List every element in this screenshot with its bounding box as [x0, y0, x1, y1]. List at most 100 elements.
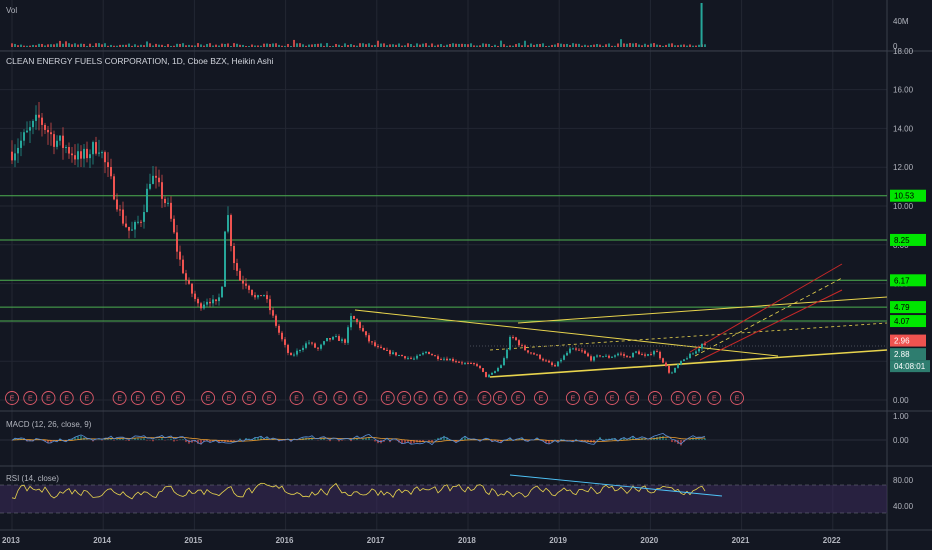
volume-bar	[167, 44, 169, 47]
volume-bar	[182, 43, 184, 47]
candle-body	[608, 355, 610, 358]
earnings-marker-label: E	[589, 396, 594, 403]
earnings-marker-label: E	[267, 396, 272, 403]
candle-body	[530, 352, 532, 354]
candle-body	[233, 245, 235, 264]
earnings-marker	[648, 391, 662, 405]
macd-histogram-bar	[308, 438, 310, 440]
volume-bar	[191, 45, 193, 47]
volume-bar	[551, 44, 553, 47]
volume-bar	[101, 44, 103, 47]
rsi-band	[0, 485, 887, 513]
volume-bar	[680, 44, 682, 47]
earnings-marker-label: E	[539, 396, 544, 403]
volume-bar	[419, 44, 421, 47]
candle-body	[47, 129, 49, 133]
candle-body	[230, 215, 232, 246]
price-tag-bg	[890, 360, 930, 373]
volume-bar	[674, 45, 676, 47]
trend-lines	[354, 263, 888, 378]
candle-body	[557, 361, 559, 367]
volume-bar	[488, 43, 490, 47]
candle-body	[464, 362, 466, 364]
candle-body	[353, 316, 355, 319]
earnings-marker	[333, 391, 348, 405]
candle-body	[128, 226, 130, 231]
candle-body	[200, 303, 202, 309]
macd-histogram-bar	[14, 438, 16, 440]
time-axis-tick: 2016	[276, 536, 294, 545]
volume-bar	[491, 45, 493, 47]
earnings-marker-label: E	[402, 396, 407, 403]
macd-histogram-bar	[422, 440, 424, 442]
macd-label: MACD (12, 26, close, 9)	[6, 420, 92, 429]
macd-histogram-bar	[44, 440, 46, 442]
candle-body	[605, 355, 607, 357]
volume-bar	[119, 44, 121, 47]
volume-bar	[131, 45, 133, 47]
candle-body	[410, 357, 412, 359]
macd-histogram-bar	[665, 438, 667, 440]
macd-histogram-bar	[116, 439, 118, 440]
macd-histogram-bar	[155, 439, 157, 440]
earnings-marker-label: E	[136, 396, 141, 403]
volume-bar	[188, 44, 190, 47]
volume-bar	[497, 45, 499, 47]
macd-histogram-bar	[401, 440, 403, 444]
volume-bar	[392, 44, 394, 47]
volume-bar	[596, 44, 598, 47]
volume-bar	[704, 44, 706, 47]
volume-bar	[605, 44, 607, 47]
volume-bar	[563, 44, 565, 47]
earnings-marker	[242, 391, 257, 405]
candle-body	[452, 358, 454, 362]
candle-body	[257, 295, 259, 298]
volume-bar	[266, 43, 268, 47]
earnings-marker	[730, 391, 744, 405]
macd-histogram-bar	[320, 438, 322, 440]
volume-bar	[398, 43, 400, 47]
earnings-marker-label: E	[227, 396, 232, 403]
earnings-marker	[605, 391, 620, 405]
macd-histogram-bar	[500, 440, 502, 443]
volume-bar	[149, 43, 151, 47]
earnings-marker	[625, 391, 640, 405]
macd-histogram-bar	[689, 438, 691, 440]
volume-bar	[362, 43, 364, 47]
volume-bar	[464, 44, 466, 47]
volume-bar	[341, 45, 343, 47]
macd-histogram-bar	[632, 436, 634, 440]
macd-histogram-bar	[485, 438, 487, 440]
earnings-marker	[584, 391, 599, 405]
candle-body	[584, 350, 586, 354]
earnings-marker-label: E	[418, 396, 423, 403]
macd-histogram-bar	[104, 439, 106, 440]
price-tag-label: 2.96	[894, 337, 910, 346]
macd-histogram-bar	[209, 440, 211, 443]
candle-body	[161, 182, 163, 199]
earnings-marker	[477, 391, 492, 405]
macd-histogram-bar	[605, 438, 607, 440]
volume-bar	[668, 43, 670, 47]
macd-histogram-bar	[545, 440, 547, 443]
volume-bar	[368, 43, 370, 47]
candle-body	[461, 362, 463, 364]
earnings-marker-label: E	[571, 396, 576, 403]
candle-body	[302, 347, 304, 350]
earnings-marker-label: E	[516, 396, 521, 403]
volume-label: Vol	[6, 6, 17, 15]
earnings-marker	[289, 391, 304, 405]
candle-body	[479, 365, 481, 369]
candle-body	[305, 343, 307, 348]
candle-body	[242, 280, 244, 284]
volume-bar	[452, 43, 454, 47]
candle-body	[326, 338, 328, 342]
price-tag-bg	[890, 315, 926, 328]
volume-bar	[320, 43, 322, 47]
macd-histogram-bar	[413, 440, 415, 443]
macd-histogram-bar	[572, 440, 574, 441]
earnings-marker	[5, 391, 19, 405]
volume-bar	[74, 43, 76, 47]
macd-histogram-bar	[341, 440, 343, 441]
macd-histogram-bar	[323, 438, 325, 440]
